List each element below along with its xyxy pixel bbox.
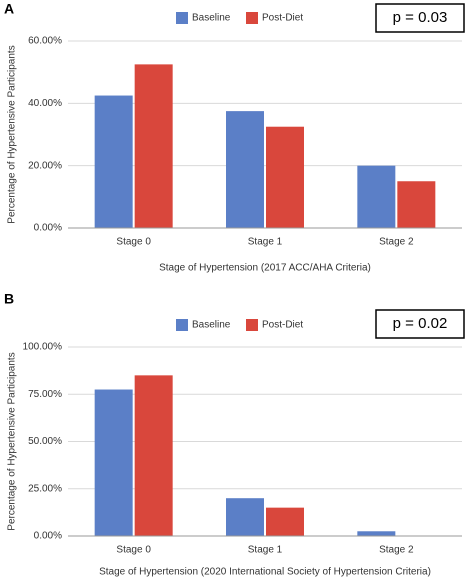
legend-label: Baseline bbox=[192, 320, 231, 331]
y-tick-label: 25.00% bbox=[28, 483, 62, 494]
y-tick-label: 60.00% bbox=[28, 36, 62, 47]
annotation-box bbox=[375, 3, 465, 33]
bar bbox=[134, 375, 173, 536]
legend-swatch bbox=[176, 12, 188, 24]
bar bbox=[134, 64, 173, 228]
x-tick-label: Stage 2 bbox=[379, 545, 414, 556]
y-tick-label: 75.00% bbox=[28, 389, 62, 400]
annotation: p = 0.02 bbox=[393, 315, 448, 332]
x-axis-title: Stage of Hypertension (2020 Internationa… bbox=[99, 567, 431, 578]
y-tick-label: 40.00% bbox=[28, 98, 62, 109]
bar bbox=[357, 531, 396, 536]
x-tick-label: Stage 0 bbox=[116, 545, 151, 556]
legend-swatch bbox=[246, 12, 258, 24]
bar bbox=[397, 181, 436, 228]
y-tick-label: 100.00% bbox=[23, 342, 63, 353]
y-tick-label: 50.00% bbox=[28, 436, 62, 447]
y-axis-title: Percentage of Hypertensive Participants bbox=[7, 45, 18, 223]
bar bbox=[266, 126, 304, 228]
x-tick-label: Stage 2 bbox=[379, 237, 414, 248]
x-tick-label: Stage 1 bbox=[248, 237, 283, 248]
legend-label: Baseline bbox=[192, 13, 231, 24]
y-tick-label: 0.00% bbox=[34, 223, 62, 234]
legend-label: Post-Diet bbox=[262, 320, 303, 331]
y-axis-title: Percentage of Hypertensive Participants bbox=[7, 352, 18, 530]
x-tick-label: Stage 1 bbox=[248, 545, 283, 556]
bar bbox=[266, 507, 304, 536]
y-tick-label: 0.00% bbox=[34, 531, 62, 542]
bar bbox=[357, 165, 396, 228]
bar bbox=[94, 389, 133, 536]
legend-swatch bbox=[246, 319, 258, 331]
bar bbox=[226, 498, 264, 536]
y-tick-label: 20.00% bbox=[28, 160, 62, 171]
annotation: p = 0.03 bbox=[393, 9, 448, 26]
x-tick-label: Stage 0 bbox=[116, 237, 151, 248]
bar bbox=[226, 111, 264, 228]
legend-label: Post-Diet bbox=[262, 13, 303, 24]
panel-label: A bbox=[4, 1, 14, 17]
annotation-box bbox=[375, 309, 465, 339]
panel-label: B bbox=[4, 291, 14, 307]
bar bbox=[94, 95, 133, 229]
x-axis-title: Stage of Hypertension (2017 ACC/AHA Crit… bbox=[159, 263, 371, 274]
legend-swatch bbox=[176, 319, 188, 331]
